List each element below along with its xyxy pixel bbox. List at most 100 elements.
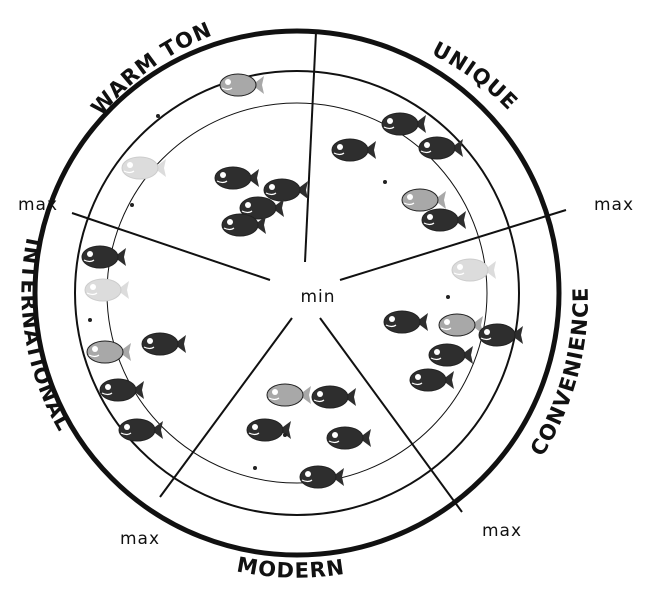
fish-tail xyxy=(132,381,144,399)
fish-tail xyxy=(117,281,129,299)
fish-eye xyxy=(245,202,251,208)
fish-eye xyxy=(387,118,393,124)
outer-ring xyxy=(32,28,562,558)
dot xyxy=(446,295,450,299)
fish-body xyxy=(409,368,447,392)
fish-icon xyxy=(299,465,344,489)
fish-mouth xyxy=(268,397,280,401)
fish-body xyxy=(326,426,364,450)
fish-eye xyxy=(147,338,153,344)
fish-mouth xyxy=(241,210,253,214)
rings xyxy=(32,28,567,558)
dot xyxy=(253,466,257,470)
fish-icon xyxy=(221,213,266,237)
max-label: max xyxy=(482,521,522,541)
fish-icon xyxy=(214,166,259,190)
divider xyxy=(159,317,293,498)
fish-icon xyxy=(383,310,428,334)
fish-tail xyxy=(154,159,166,177)
fish-body xyxy=(421,208,459,232)
fish-icon xyxy=(121,156,166,180)
fish-body xyxy=(428,343,466,367)
fish-mouth xyxy=(101,392,113,396)
fish-eye xyxy=(90,284,96,290)
fish-icon xyxy=(438,313,483,337)
fish-tail xyxy=(119,343,131,361)
fish-body xyxy=(299,465,337,489)
fish-mouth xyxy=(216,180,228,184)
fish-mouth xyxy=(423,222,435,226)
divider xyxy=(339,209,567,281)
divider xyxy=(71,212,271,281)
fish-eye xyxy=(434,349,440,355)
fish-body xyxy=(401,188,439,212)
fish-body xyxy=(438,313,476,337)
fish-mouth xyxy=(223,227,235,231)
fish-eye xyxy=(415,374,421,380)
fish-tail xyxy=(471,316,483,334)
fish-eye xyxy=(484,329,490,335)
fish-body xyxy=(81,245,119,269)
fish-body xyxy=(311,385,349,409)
fish-icon xyxy=(239,196,284,220)
fish-body xyxy=(99,378,137,402)
max-label: max xyxy=(594,195,634,215)
fish-icon xyxy=(84,278,129,302)
fish-tail xyxy=(299,386,311,404)
fish-icon xyxy=(81,245,126,269)
fish-eye xyxy=(272,389,278,395)
max-label: max xyxy=(18,195,58,215)
fish-layer xyxy=(81,73,523,489)
fish-tail xyxy=(344,388,356,406)
segment-label-text: INTERNATIONAL xyxy=(16,236,75,435)
fish-tail xyxy=(454,211,466,229)
fish-mouth xyxy=(248,432,260,436)
segment-label: INTERNATIONAL xyxy=(16,236,76,435)
center-label: min xyxy=(300,287,335,307)
fish-eye xyxy=(252,424,258,430)
fish-body xyxy=(478,323,516,347)
fish-icon xyxy=(331,138,376,162)
fish-mouth xyxy=(265,192,277,196)
divider xyxy=(304,31,317,263)
fish-icon xyxy=(246,418,291,442)
fish-mouth xyxy=(440,327,452,331)
fish-mouth xyxy=(383,126,395,130)
fish-eye xyxy=(457,264,463,270)
fish-tail xyxy=(174,335,186,353)
fish-tail xyxy=(364,141,376,159)
fish-mouth xyxy=(420,150,432,154)
fish-mouth xyxy=(88,354,100,358)
dot xyxy=(130,203,134,207)
fish-tail xyxy=(252,76,264,94)
fish-mouth xyxy=(86,292,98,296)
fish-tail xyxy=(442,371,454,389)
fish-mouth xyxy=(453,272,465,276)
fish-body xyxy=(451,258,489,282)
fish-mouth xyxy=(385,324,397,328)
fish-tail xyxy=(296,181,308,199)
fish-tail xyxy=(272,199,284,217)
fish-icon xyxy=(421,208,466,232)
fish-tail xyxy=(279,421,291,439)
fish-eye xyxy=(444,319,450,325)
fish-body xyxy=(118,418,156,442)
fish-body xyxy=(121,156,159,180)
fish-body xyxy=(219,73,257,97)
fish-eye xyxy=(389,316,395,322)
fish-mouth xyxy=(120,432,132,436)
fish-eye xyxy=(105,384,111,390)
fish-icon xyxy=(418,136,463,160)
fish-body xyxy=(266,383,304,407)
fish-eye xyxy=(424,142,430,148)
fish-mouth xyxy=(301,479,313,483)
fish-eye xyxy=(337,144,343,150)
inner-ring xyxy=(106,102,488,484)
fish-mouth xyxy=(123,170,135,174)
fish-mouth xyxy=(403,202,415,206)
fish-body xyxy=(263,178,301,202)
fish-eye xyxy=(305,471,311,477)
fish-icon xyxy=(263,178,308,202)
fish-eye xyxy=(92,346,98,352)
fish-tail xyxy=(511,326,523,344)
